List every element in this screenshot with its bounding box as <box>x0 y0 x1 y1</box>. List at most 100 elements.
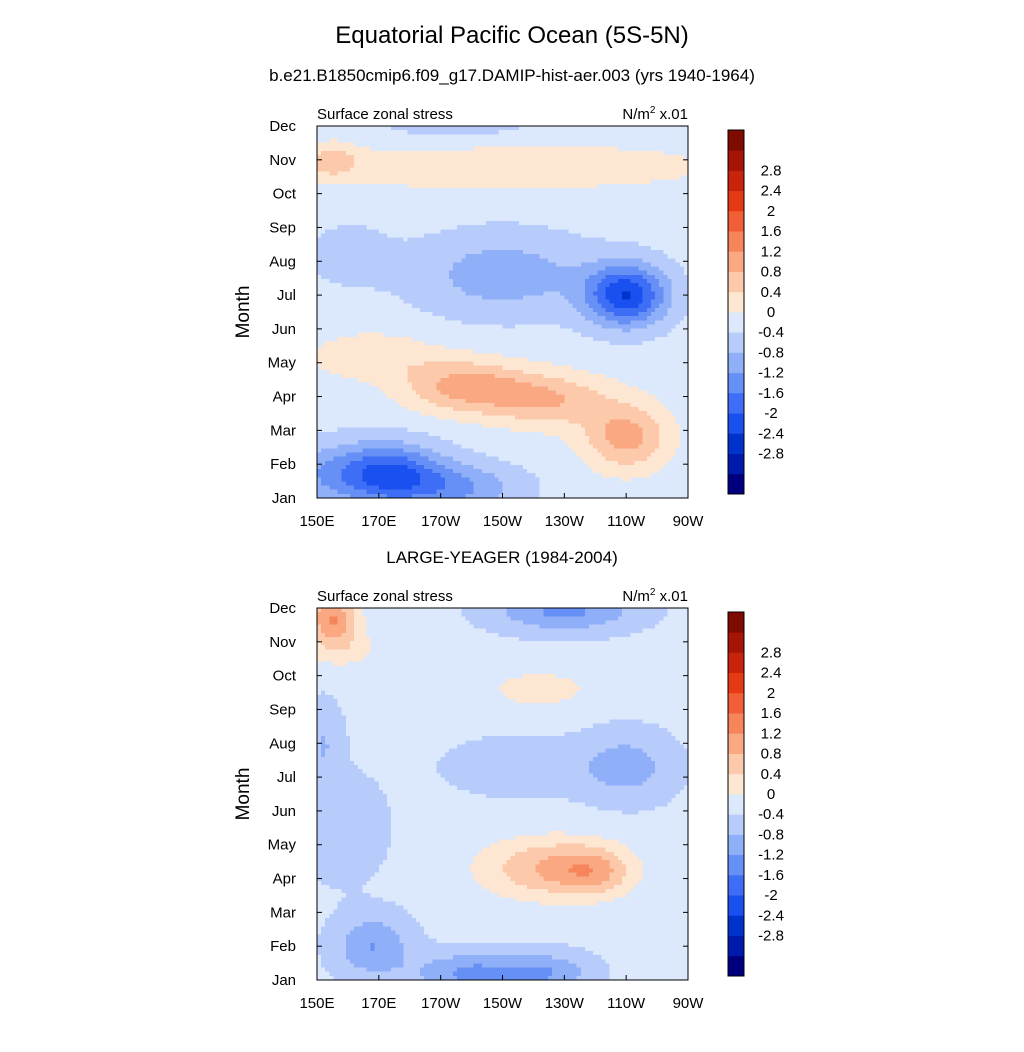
heatmap-cell <box>415 303 421 309</box>
heatmap-cell <box>518 258 524 263</box>
heatmap-cell <box>391 196 396 201</box>
heatmap-cell <box>477 307 483 313</box>
heatmap-cell <box>490 274 495 280</box>
heatmap-cell <box>494 150 499 156</box>
heatmap-cell <box>523 349 528 354</box>
heatmap-cell <box>325 179 330 185</box>
heatmap-cell <box>518 336 524 342</box>
heatmap-cell <box>527 307 532 313</box>
heatmap-cell <box>675 183 681 189</box>
heatmap-cell <box>498 188 504 193</box>
heatmap-cell <box>589 138 594 144</box>
heatmap-cell <box>370 130 376 135</box>
heatmap-cell <box>650 142 656 148</box>
heatmap-cell <box>403 159 409 164</box>
heatmap-cell <box>465 336 471 342</box>
heatmap-cell <box>486 320 491 325</box>
heatmap-cell <box>593 336 598 342</box>
heatmap-cell <box>345 179 351 185</box>
heatmap-cell <box>415 270 421 276</box>
heatmap-cell <box>415 192 421 197</box>
heatmap-cell <box>630 134 636 139</box>
heatmap-cell <box>605 179 611 185</box>
heatmap-cell <box>440 134 446 139</box>
heatmap-cell <box>617 150 623 156</box>
heatmap-cell <box>576 225 582 230</box>
heatmap-cell <box>477 324 483 330</box>
heatmap-cell <box>609 328 615 334</box>
heatmap-cell <box>321 237 326 243</box>
heatmap-cell <box>593 183 598 189</box>
heatmap-cell <box>378 345 384 350</box>
heatmap-cell <box>547 245 553 251</box>
heatmap-cell <box>543 312 549 317</box>
heatmap-cell <box>440 225 446 230</box>
heatmap-cell <box>634 196 640 201</box>
heatmap-cell <box>494 324 499 330</box>
heatmap-cell <box>683 154 689 160</box>
heatmap-cell <box>382 171 388 177</box>
heatmap-cell <box>601 192 607 197</box>
heatmap-cell <box>655 192 660 197</box>
heatmap-cell <box>605 262 611 268</box>
heatmap-cell <box>531 262 537 268</box>
heatmap-cell <box>580 179 586 185</box>
heatmap-cell <box>411 142 417 148</box>
heatmap-cell <box>556 126 561 131</box>
heatmap-cell <box>560 171 565 177</box>
heatmap-cell <box>325 316 330 321</box>
heatmap-cell <box>626 171 631 177</box>
heatmap-cell <box>354 196 359 201</box>
heatmap-cell <box>510 200 516 206</box>
heatmap-cell <box>341 316 347 321</box>
heatmap-cell <box>469 204 475 210</box>
heatmap-cell <box>341 345 347 350</box>
heatmap-cell <box>490 254 495 259</box>
heatmap-cell <box>349 216 355 222</box>
heatmap-cell <box>411 312 417 317</box>
heatmap-cell <box>362 192 368 197</box>
heatmap-cell <box>333 229 339 235</box>
heatmap-cell <box>494 233 499 239</box>
heatmap-cell <box>395 274 401 280</box>
heatmap-cell <box>539 332 545 338</box>
heatmap-cell <box>494 307 499 313</box>
heatmap-cell <box>382 154 388 160</box>
heatmap-cell <box>440 303 446 309</box>
heatmap-cell <box>349 175 355 181</box>
heatmap-cell <box>630 237 636 243</box>
heatmap-cell <box>457 316 462 321</box>
heatmap-cell <box>556 258 561 263</box>
heatmap-cell <box>527 262 532 268</box>
heatmap-cell <box>403 216 409 222</box>
heatmap-cell <box>432 324 438 330</box>
heatmap-cell <box>473 142 479 148</box>
heatmap-cell <box>329 163 335 168</box>
heatmap-cell <box>502 345 508 350</box>
heatmap-cell <box>370 340 376 346</box>
heatmap-cell <box>428 237 434 243</box>
heatmap-cell <box>457 241 462 247</box>
heatmap-cell <box>523 188 528 193</box>
heatmap-cell <box>650 340 656 346</box>
heatmap-cell <box>630 138 636 144</box>
heatmap-cell <box>333 167 339 173</box>
heatmap-cell <box>469 150 475 156</box>
heatmap-cell <box>556 283 561 288</box>
heatmap-cell <box>659 328 664 334</box>
heatmap-cell <box>465 283 471 288</box>
heatmap-cell <box>436 183 442 189</box>
heatmap-cell <box>358 221 363 226</box>
heatmap-cell <box>506 225 512 230</box>
heatmap-cell <box>568 291 574 297</box>
heatmap-cell <box>576 345 582 350</box>
heatmap-cell <box>626 183 631 189</box>
heatmap-cell <box>617 312 623 317</box>
heatmap-cell <box>535 221 541 226</box>
heatmap-cell <box>601 287 607 292</box>
heatmap-cell <box>650 179 656 185</box>
heatmap-cell <box>622 332 627 338</box>
heatmap-cell <box>667 138 673 144</box>
heatmap-cell <box>510 340 516 346</box>
heatmap-cell <box>486 266 491 272</box>
